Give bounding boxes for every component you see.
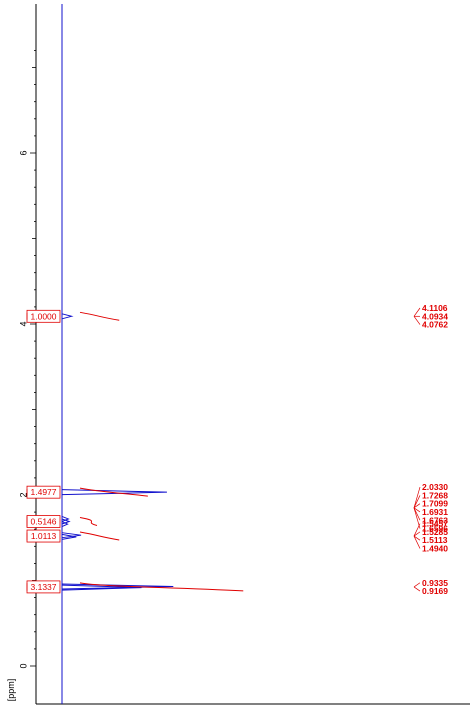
peak-label: 4.0934 [422, 311, 448, 321]
integral-group: 1.0000 1.4977 0.5146 1.0113 3.1337 [26, 309, 244, 594]
peak-label: 0.9335 [422, 578, 448, 588]
peak-label-leader [413, 535, 421, 549]
peak-label: 4.0762 [422, 320, 448, 330]
y-axis: 0 2 4 6 [18, 4, 470, 705]
integral-value: 0.5146 [31, 517, 57, 527]
spectrum-peak [61, 521, 69, 528]
tick-label: 0 [18, 663, 28, 668]
spectrum-peak [61, 533, 77, 540]
integral-curve [79, 531, 120, 541]
peak-label-leader [413, 507, 421, 521]
integral-curve [79, 582, 244, 592]
spectrum-peak [61, 532, 82, 539]
peak-label: 1.7268 [422, 490, 448, 500]
peak-label: 4.1106 [422, 303, 448, 313]
spectrum-peak [61, 313, 74, 320]
spectrum-trace-group [61, 4, 174, 704]
peak-label-leader [413, 307, 421, 317]
peak-label-leader [413, 495, 421, 508]
integral-curve [79, 517, 98, 526]
peak-label-leader [413, 507, 421, 513]
peak-label: 1.7099 [422, 499, 448, 509]
peak-label-leader [413, 586, 421, 592]
peak-label: 1.6763 [422, 515, 448, 525]
tick-label: 4 [18, 321, 28, 326]
peak-label: 2.0330 [422, 482, 448, 492]
integral-value: 1.4977 [31, 487, 57, 497]
peak-label: 1.5113 [422, 535, 448, 545]
peak-label-leader [413, 316, 421, 325]
spectrum-peak [61, 489, 167, 496]
tick-label: 6 [18, 150, 28, 155]
spectrum-peak [61, 584, 142, 591]
integral-curve [79, 311, 120, 321]
y-axis-title: [ppm] [6, 679, 16, 702]
integral-value: 1.0113 [31, 531, 57, 541]
integral-curve [79, 487, 148, 497]
integral-value: 1.0000 [31, 311, 57, 321]
peak-label-leader [413, 486, 421, 508]
peak-label-leader [413, 582, 421, 588]
peak-label-leader [413, 535, 421, 541]
peak-label-leader [413, 503, 421, 509]
peak-label: 1.6596 [422, 524, 448, 534]
peak-label: 0.9169 [422, 586, 448, 596]
integral-value: 3.1337 [31, 582, 57, 592]
peak-label-leader [413, 523, 421, 537]
peak-label: 1.4940 [422, 543, 448, 553]
tick-label: 2 [18, 492, 28, 497]
peak-label: 1.6931 [422, 507, 448, 517]
spectrum-peak [61, 515, 70, 522]
peak-label: 1.5457 [422, 519, 448, 529]
peak-label-leader [413, 531, 421, 537]
peak-label: 1.5285 [422, 527, 448, 537]
